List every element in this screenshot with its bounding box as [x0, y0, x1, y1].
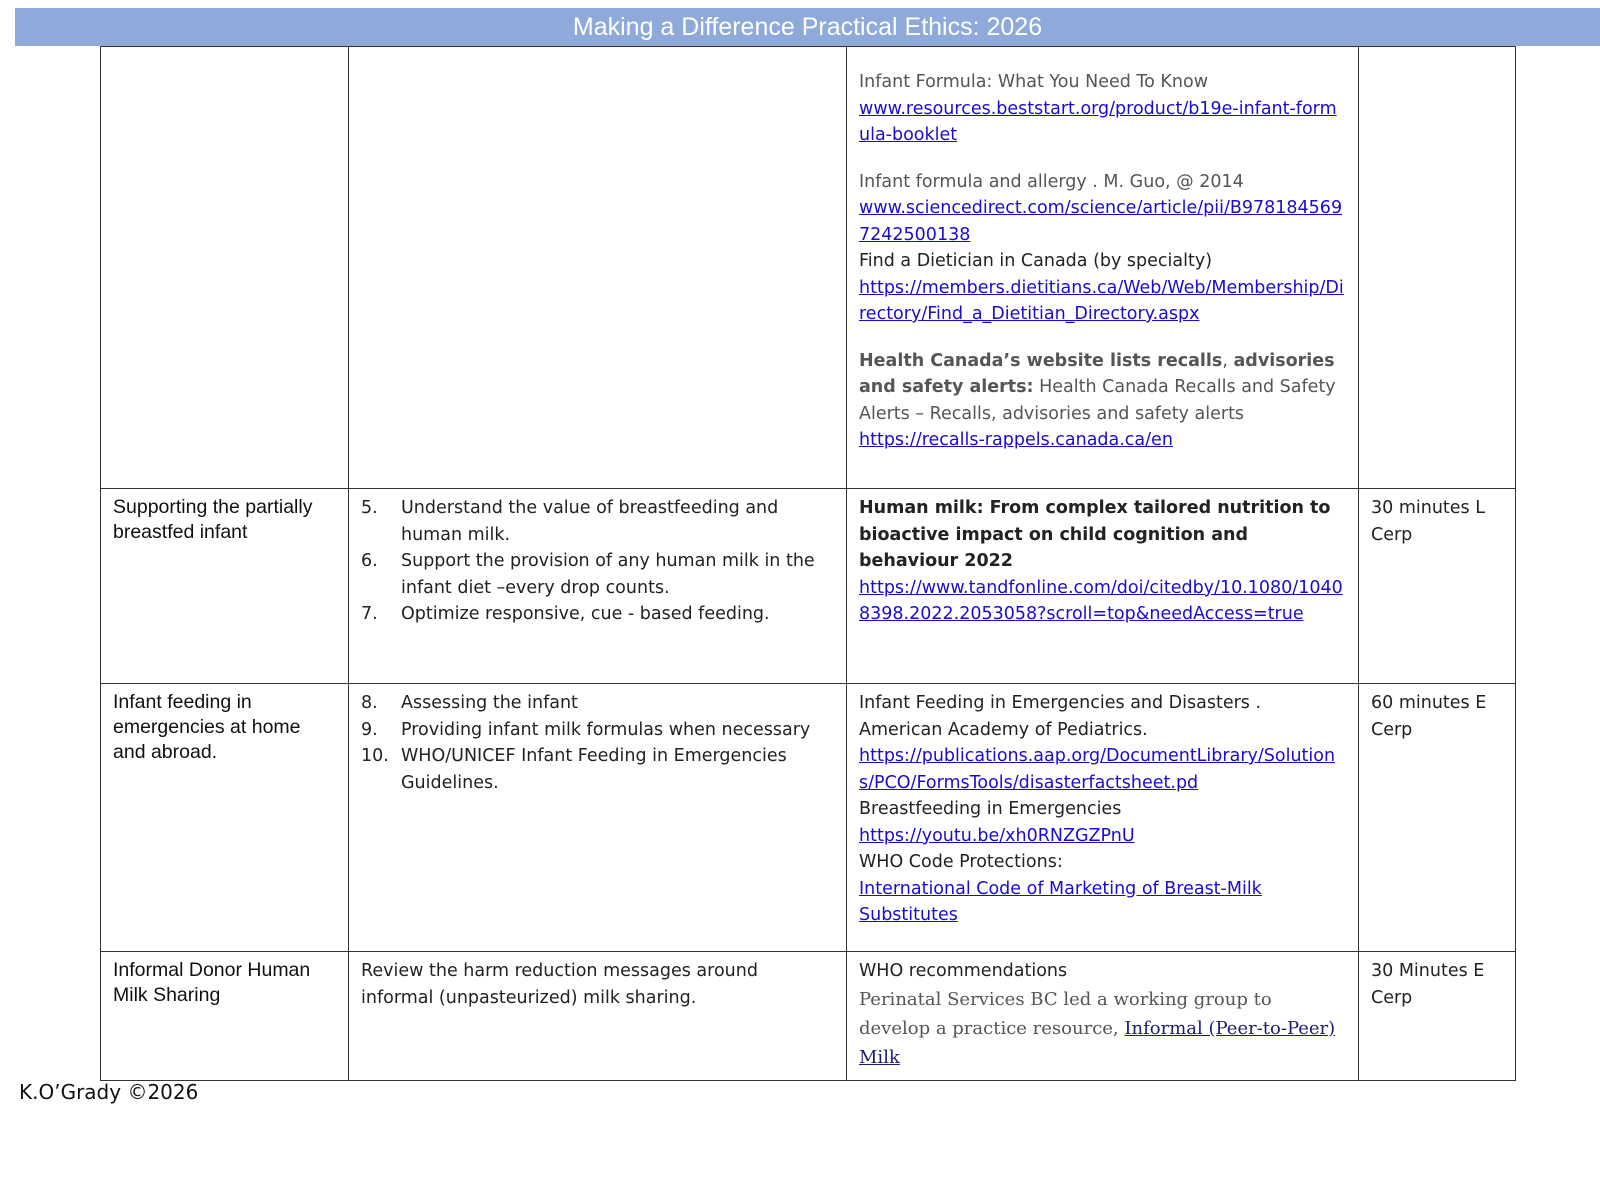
- resource-title: Infant formula and allergy . M. Guo, @ 2…: [859, 171, 1244, 192]
- time-cell: 30 Minutes E Cerp: [1358, 951, 1516, 1081]
- objective-number: 9.: [361, 719, 378, 740]
- objectives-cell: 5. Understand the value of breastfeeding …: [348, 488, 847, 684]
- topic-cell: Informal Donor Human Milk Sharing: [100, 951, 349, 1081]
- topic-cell: [100, 46, 349, 489]
- curriculum-table: Infant Formula: What You Need To Know ww…: [100, 46, 1516, 1081]
- objective-text: Providing infant milk formulas when nece…: [401, 719, 811, 740]
- resource-title: Human milk: From complex tailored nutrit…: [859, 498, 1331, 571]
- resource-title: WHO recommendations: [859, 961, 1068, 981]
- objective-text: Support the provision of any human milk …: [401, 551, 815, 598]
- resource-link[interactable]: Informal (Peer-to-Peer) Milk: [859, 1017, 1336, 1068]
- resource-title: Breastfeeding in Emergencies: [859, 799, 1122, 819]
- resource-link[interactable]: www.resources.beststart.org/product/b19e…: [859, 98, 1337, 146]
- footer-copyright: K.O’Grady ©2026: [19, 1080, 199, 1104]
- objectives-cell: [348, 46, 847, 489]
- resource-link[interactable]: https://youtu.be/xh0RNZGZPnU: [859, 825, 1135, 846]
- objective-item: 6. Support the provision of any human mil…: [361, 548, 834, 601]
- objective-number: 7.: [361, 604, 378, 624]
- resource-note-bold: advisories and safety alerts:: [859, 350, 1335, 398]
- objectives-cell: Review the harm reduction messages aroun…: [348, 951, 847, 1081]
- objective-item: 9. Providing infant milk formulas when ne…: [361, 717, 834, 744]
- topic-cell: Supporting the partially breastfed infan…: [100, 488, 349, 684]
- resource-note: Health Canada’s website lists recalls, a…: [859, 348, 1346, 428]
- resource-title: Infant Feeding in Emergencies and Disast…: [859, 693, 1262, 740]
- table-row: Informal Donor Human Milk Sharing Review…: [100, 951, 1516, 1081]
- table-row: Infant feeding in emergencies at home an…: [100, 683, 1516, 952]
- resource-link[interactable]: International Code of Marketing of Breas…: [859, 878, 1262, 926]
- table-row: Supporting the partially breastfed infan…: [100, 488, 1516, 684]
- resources-cell: WHO recommendations Perinatal Services B…: [846, 951, 1359, 1081]
- objectives-cell: 8. Assessing the infant 9. Providing infan…: [348, 683, 847, 952]
- objective-item: 5. Understand the value of breastfeeding …: [361, 495, 834, 548]
- page-header-title: Making a Difference Practical Ethics: 20…: [15, 8, 1600, 46]
- resources-cell: Human milk: From complex tailored nutrit…: [846, 488, 1359, 684]
- resource-link[interactable]: www.sciencedirect.com/science/article/pi…: [859, 198, 1343, 245]
- objective-number: 6.: [361, 551, 378, 571]
- resource-note-text: Health Canada Recalls and Safety Alerts …: [859, 377, 1336, 424]
- objective-item: 10. WHO/UNICEF Infant Feeding in Emergenc…: [361, 743, 834, 796]
- resources-cell: Infant Feeding in Emergencies and Disast…: [846, 683, 1359, 952]
- objective-text: Understand the value of breastfeeding an…: [401, 498, 779, 545]
- objective-item: 8. Assessing the infant: [361, 690, 834, 717]
- resource-note-bold: Health Canada’s website lists recalls: [859, 350, 1223, 371]
- time-cell: [1358, 46, 1516, 489]
- topic-cell: Infant feeding in emergencies at home an…: [100, 683, 349, 952]
- comma: ,: [1222, 350, 1234, 371]
- resource-title: Infant Formula: What You Need To Know: [859, 72, 1209, 92]
- objective-text: WHO/UNICEF Infant Feeding in Emergencies…: [401, 746, 787, 793]
- objective-number: 5.: [361, 498, 378, 518]
- time-cell: 60 minutes E Cerp: [1358, 683, 1516, 952]
- resource-link[interactable]: https://www.tandfonline.com/doi/citedby/…: [859, 577, 1343, 625]
- resource-text: Perinatal Services BC led a working grou…: [859, 985, 1346, 1072]
- resource-title: WHO Code Protections:: [859, 852, 1063, 872]
- resource-text-body: Perinatal Services BC led a working grou…: [859, 988, 1272, 1039]
- objective-number: 10.: [361, 746, 389, 766]
- table-row: Infant Formula: What You Need To Know ww…: [100, 46, 1516, 489]
- objective-item: 7. Optimize responsive, cue - based feedi…: [361, 601, 834, 628]
- objective-text: Optimize responsive, cue - based feeding…: [401, 604, 770, 624]
- resources-cell: Infant Formula: What You Need To Know ww…: [846, 46, 1359, 489]
- resource-link[interactable]: https://recalls-rappels.canada.ca/en: [859, 430, 1173, 450]
- resource-title: Find a Dietician in Canada (by specialty…: [859, 251, 1213, 271]
- objective-number: 8.: [361, 693, 378, 713]
- resource-link[interactable]: https://members.dietitians.ca/Web/Web/Me…: [859, 277, 1344, 325]
- objective-text: Assessing the infant: [401, 693, 578, 713]
- time-cell: 30 minutes L Cerp: [1358, 488, 1516, 684]
- resource-link[interactable]: https://publications.aap.org/DocumentLib…: [859, 746, 1336, 793]
